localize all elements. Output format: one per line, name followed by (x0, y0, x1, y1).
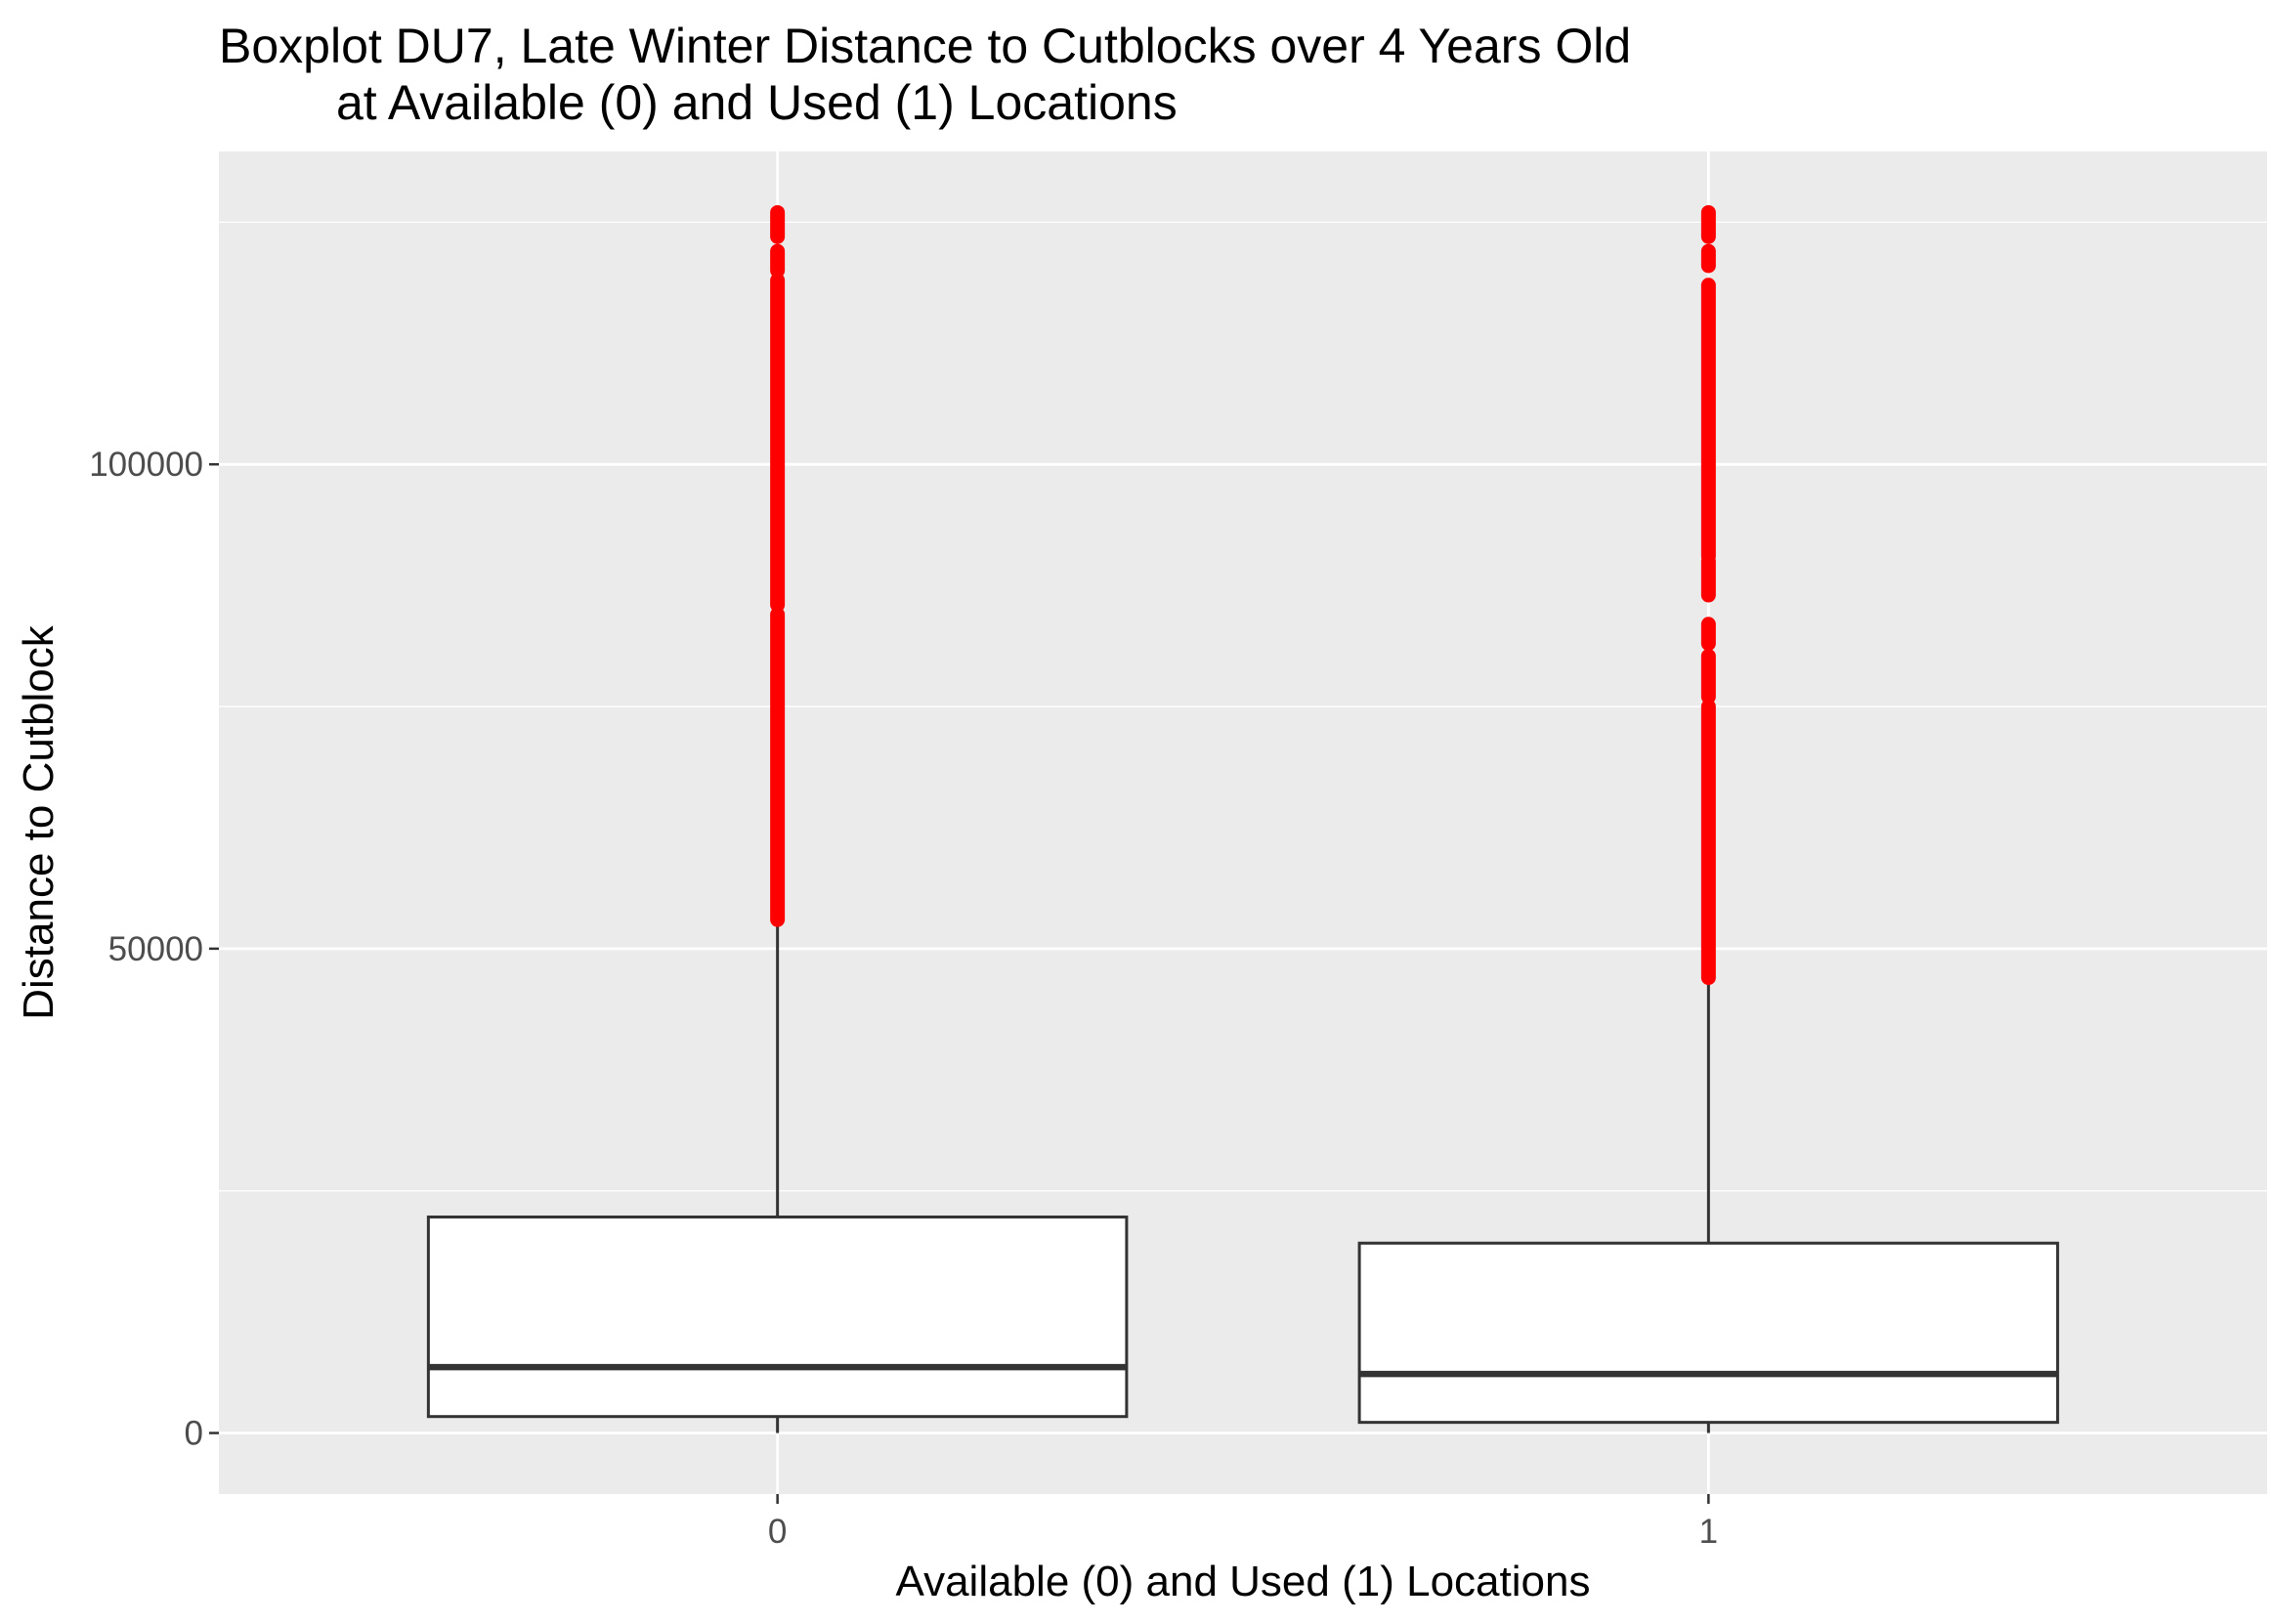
x-axis-title: Available (0) and Used (1) Locations (896, 1558, 1591, 1605)
x-tick-label: 0 (768, 1513, 787, 1551)
chart-title-line1: Boxplot DU7, Late Winter Distance to Cut… (219, 19, 1631, 73)
iqr-box (1357, 1241, 2060, 1425)
box-group-0 (426, 204, 1129, 1433)
minor-gridlines (219, 221, 2267, 1192)
y-axis-title: Distance to Cutblock (15, 624, 63, 1020)
y-tick-label: 0 (185, 1415, 203, 1453)
x-tick-label: 1 (1699, 1513, 1718, 1551)
axis-ticks (209, 462, 1710, 1504)
box-group-1 (1357, 204, 2060, 1433)
y-tick-label: 50000 (108, 930, 203, 968)
chart-title-line2: at Available (0) and Used (1) Locations (336, 75, 1178, 130)
y-tick-label: 100000 (89, 446, 203, 484)
iqr-box (426, 1215, 1129, 1419)
boxes-layer (426, 204, 2060, 1433)
axis-tick-labels: 0 50000 100000 0 1 (89, 446, 1718, 1551)
